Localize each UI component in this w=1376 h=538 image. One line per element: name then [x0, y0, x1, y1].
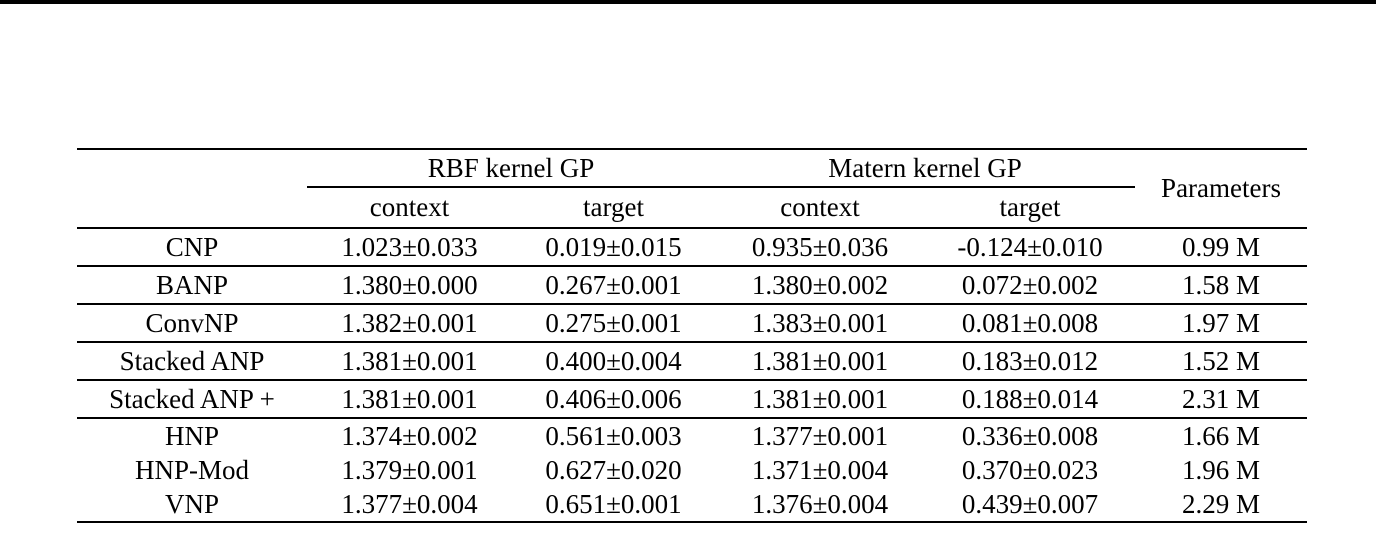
matern-context-value: 1.377±0.001 [751, 420, 889, 451]
model-name: ConvNP [145, 307, 239, 338]
group-header-rbf: RBF kernel GP [307, 149, 716, 188]
column-header-matern-target: target [999, 192, 1061, 222]
model-name: HNP-Mod [134, 454, 249, 485]
column-header-matern-context: context [780, 192, 860, 222]
matern-target-value: 0.081±0.008 [961, 307, 1099, 338]
model-name: Stacked ANP [119, 345, 265, 376]
rbf-context-value: 1.380±0.000 [341, 269, 478, 300]
matern-target-value: 0.188±0.014 [961, 383, 1099, 414]
model-name: HNP [164, 420, 219, 451]
group-header-row: RBF kernel GP Matern kernel GP Parameter… [77, 149, 1307, 203]
corner-cell [77, 149, 307, 187]
rbf-target-value: 0.627±0.020 [545, 454, 682, 485]
page-top-rule [0, 0, 1376, 4]
rbf-target-value-best: 0.651±0.001 [545, 488, 682, 519]
rbf-context-value: 1.379±0.001 [341, 454, 478, 485]
table-row: Stacked ANP + 1.381±0.001 0.406±0.006 1.… [77, 380, 1308, 418]
column-header-rbf-context: context [369, 192, 450, 222]
matern-context-value: 1.383±0.001 [751, 307, 889, 338]
rbf-target-value: 0.400±0.004 [545, 345, 682, 376]
rbf-context-value: 1.382±0.001 [341, 307, 478, 338]
matern-target-value: 0.072±0.002 [961, 269, 1099, 300]
table-row: CNP 1.023±0.033 0.019±0.015 0.935±0.036 … [77, 228, 1308, 266]
parameters-value: 0.99 M [1182, 231, 1261, 262]
matern-target-value-best: 0.439±0.007 [961, 488, 1099, 519]
table-row: HNP-Mod 1.379±0.001 0.627±0.020 1.371±0.… [77, 453, 1307, 487]
matern-target-value: 0.336±0.008 [961, 420, 1099, 451]
column-header-parameters: Parameters [1161, 173, 1281, 203]
group-header-matern: Matern kernel GP [715, 149, 1136, 188]
matern-context-value: 1.371±0.004 [751, 454, 889, 485]
rbf-context-value: 1.023±0.033 [341, 231, 478, 262]
parameters-value: 2.31 M [1182, 383, 1261, 414]
parameters-value: 1.66 M [1182, 420, 1261, 451]
rbf-context-value: 1.377±0.004 [341, 488, 478, 519]
matern-target-value: -0.124±0.010 [957, 231, 1103, 262]
rbf-context-value: 1.381±0.001 [341, 345, 478, 376]
rbf-context-value: 1.374±0.002 [341, 420, 478, 451]
table-row: VNP 1.377±0.004 0.651±0.001 1.376±0.004 … [77, 487, 1307, 522]
matern-context-value: 1.380±0.002 [751, 269, 889, 300]
matern-context-value: 1.381±0.001 [751, 383, 889, 414]
rbf-context-value: 1.381±0.001 [341, 383, 478, 414]
rbf-target-value: 0.275±0.001 [545, 307, 682, 338]
table-body: CNP 1.023±0.033 0.019±0.015 0.935±0.036 … [77, 228, 1308, 522]
parameters-value: 1.96 M [1182, 454, 1261, 485]
model-name: VNP [164, 488, 219, 519]
matern-context-value: 1.381±0.001 [751, 345, 889, 376]
column-header-rbf-target: target [583, 192, 644, 222]
corner-cell [77, 187, 307, 228]
table-row: ConvNP 1.382±0.001 0.275±0.001 1.383±0.0… [77, 304, 1308, 342]
rbf-target-value: 0.019±0.015 [545, 231, 682, 262]
table-row: HNP 1.374±0.002 0.561±0.003 1.377±0.001 … [77, 418, 1307, 453]
matern-context-value: 1.376±0.004 [751, 488, 889, 519]
sub-header-row: context target context target [77, 187, 1308, 228]
matern-context-value: 0.935±0.036 [751, 231, 889, 262]
parameters-value: 1.52 M [1182, 345, 1261, 376]
model-name: BANP [155, 269, 229, 300]
model-name: CNP [165, 231, 219, 262]
matern-target-value: 0.183±0.012 [961, 345, 1099, 376]
table-row: BANP 1.380±0.000 0.267±0.001 1.380±0.002… [77, 266, 1308, 304]
parameters-value: 1.97 M [1182, 307, 1261, 338]
rbf-target-value: 0.406±0.006 [545, 383, 682, 414]
matern-target-value: 0.370±0.023 [961, 454, 1099, 485]
results-table: RBF kernel GP Matern kernel GP Parameter… [77, 148, 1308, 523]
rbf-target-value: 0.561±0.003 [545, 420, 682, 451]
parameters-value: 1.58 M [1182, 269, 1261, 300]
model-name: Stacked ANP + [109, 383, 275, 414]
table-row: Stacked ANP 1.381±0.001 0.400±0.004 1.38… [77, 342, 1308, 380]
table-header: RBF kernel GP Matern kernel GP Parameter… [77, 149, 1308, 228]
parameters-value: 2.29 M [1182, 488, 1261, 519]
rbf-target-value: 0.267±0.001 [545, 269, 682, 300]
